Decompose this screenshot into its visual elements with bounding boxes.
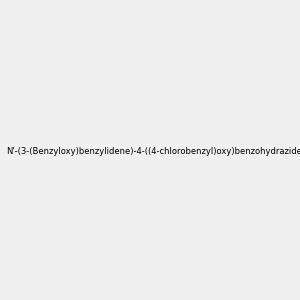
Text: N'-(3-(Benzyloxy)benzylidene)-4-((4-chlorobenzyl)oxy)benzohydrazide: N'-(3-(Benzyloxy)benzylidene)-4-((4-chlo… xyxy=(6,147,300,156)
